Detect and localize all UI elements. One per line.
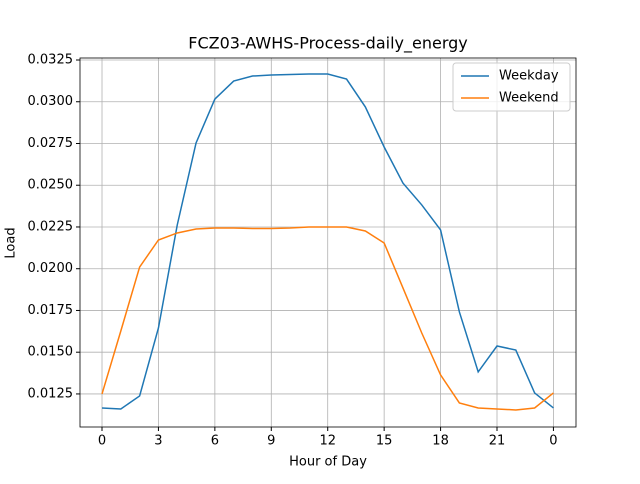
- x-tick-label: 0: [98, 434, 106, 449]
- y-tick-label: 0.0300: [28, 94, 74, 109]
- legend-label: Weekend: [499, 91, 559, 106]
- y-tick-label: 0.0175: [28, 303, 74, 318]
- x-tick-label: 21: [489, 434, 506, 449]
- y-tick-label: 0.0200: [28, 261, 74, 276]
- y-tick-label: 0.0150: [28, 345, 74, 360]
- y-tick-label: 0.0250: [28, 178, 74, 193]
- y-tick-label: 0.0225: [28, 219, 74, 234]
- y-tick-label: 0.0275: [28, 136, 74, 151]
- x-tick-label: 3: [154, 434, 162, 449]
- x-tick-label: 0: [549, 434, 557, 449]
- x-axis-label: Hour of Day: [289, 455, 367, 470]
- x-tick-label: 6: [211, 434, 219, 449]
- x-tick-label: 12: [319, 434, 336, 449]
- chart-title: FCZ03-AWHS-Process-daily_energy: [188, 34, 468, 54]
- x-tick-label: 15: [376, 434, 393, 449]
- y-axis-label: Load: [4, 227, 19, 258]
- plot-frame: [79, 57, 577, 428]
- legend-label: Weekday: [499, 69, 559, 84]
- x-tick-label: 18: [432, 434, 449, 449]
- y-tick-label: 0.0325: [28, 53, 74, 68]
- y-tick-label: 0.0125: [28, 386, 74, 401]
- line-series: [101, 73, 554, 410]
- line-series: [101, 226, 554, 411]
- legend-box: [452, 62, 571, 112]
- x-tick-label: 9: [267, 434, 275, 449]
